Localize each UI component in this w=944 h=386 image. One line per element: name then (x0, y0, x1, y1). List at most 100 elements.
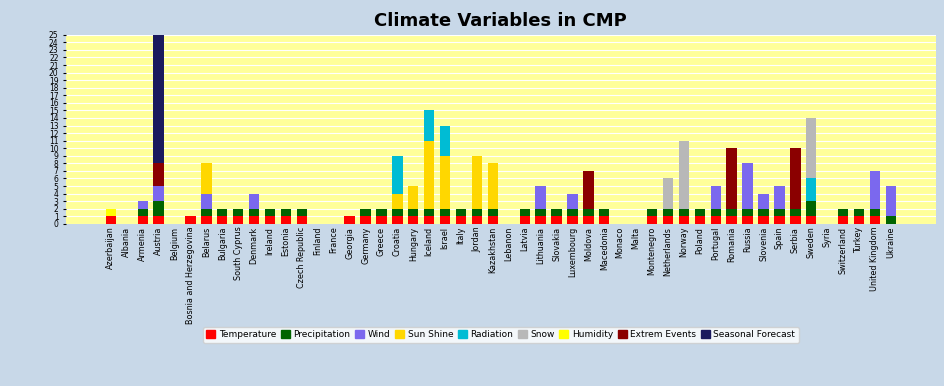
Bar (424, 209, 434, 216)
Bar (647, 209, 657, 216)
Bar (582, 216, 593, 224)
Bar (757, 209, 767, 216)
Legend: Temperature, Precipitation, Wind, Sun Shine, Radiation, Snow, Humidity, Extrem E: Temperature, Precipitation, Wind, Sun Sh… (203, 327, 798, 343)
Bar (742, 216, 752, 224)
Bar (440, 216, 450, 224)
Bar (678, 141, 688, 209)
Bar (106, 216, 116, 224)
Bar (408, 186, 418, 209)
Bar (678, 216, 688, 224)
Bar (376, 216, 386, 224)
Bar (598, 216, 609, 224)
Bar (566, 194, 577, 209)
Bar (885, 216, 895, 224)
Bar (360, 209, 370, 216)
Bar (376, 209, 386, 216)
Bar (535, 216, 546, 224)
Bar (726, 209, 736, 216)
Bar (773, 216, 784, 224)
Bar (408, 216, 418, 224)
Bar (408, 209, 418, 216)
Bar (153, 163, 163, 186)
Bar (153, 186, 163, 201)
Bar (550, 209, 561, 216)
Bar (440, 156, 450, 209)
Bar (153, 201, 163, 216)
Bar (248, 209, 259, 216)
Bar (789, 209, 800, 216)
Bar (201, 163, 211, 194)
Bar (550, 216, 561, 224)
Bar (519, 209, 530, 216)
Bar (153, 27, 163, 163)
Bar (471, 156, 481, 209)
Bar (868, 209, 879, 216)
Bar (789, 216, 800, 224)
Bar (424, 110, 434, 141)
Bar (566, 216, 577, 224)
Bar (138, 201, 147, 209)
Bar (153, 216, 163, 224)
Bar (742, 163, 752, 209)
Bar (392, 156, 402, 194)
Bar (185, 216, 195, 224)
Bar (535, 186, 546, 209)
Bar (805, 216, 816, 224)
Bar (138, 209, 147, 216)
Bar (868, 171, 879, 209)
Bar (201, 216, 211, 224)
Bar (455, 209, 465, 216)
Bar (455, 216, 465, 224)
Bar (138, 216, 147, 224)
Bar (296, 216, 307, 224)
Bar (248, 194, 259, 209)
Bar (757, 194, 767, 209)
Bar (264, 216, 275, 224)
Bar (519, 216, 530, 224)
Bar (789, 148, 800, 209)
Bar (805, 201, 816, 216)
Bar (773, 209, 784, 216)
Bar (757, 216, 767, 224)
Bar (440, 125, 450, 156)
Bar (424, 216, 434, 224)
Bar (201, 209, 211, 216)
Bar (647, 216, 657, 224)
Bar (773, 186, 784, 209)
Bar (710, 186, 720, 209)
Bar (726, 148, 736, 209)
Bar (837, 209, 848, 216)
Bar (248, 216, 259, 224)
Bar (471, 216, 481, 224)
Bar (710, 209, 720, 216)
Bar (280, 216, 291, 224)
Bar (678, 209, 688, 216)
Bar (582, 209, 593, 216)
Bar (582, 171, 593, 209)
Bar (106, 209, 116, 216)
Bar (344, 216, 354, 224)
Bar (535, 209, 546, 216)
Bar (424, 141, 434, 209)
Bar (233, 209, 244, 216)
Bar (742, 209, 752, 216)
Bar (662, 178, 672, 209)
Bar (471, 209, 481, 216)
Bar (566, 209, 577, 216)
Bar (710, 216, 720, 224)
Bar (487, 216, 497, 224)
Bar (296, 209, 307, 216)
Bar (885, 186, 895, 216)
Bar (233, 216, 244, 224)
Bar (837, 216, 848, 224)
Bar (392, 209, 402, 216)
Bar (487, 209, 497, 216)
Bar (868, 216, 879, 224)
Bar (662, 216, 672, 224)
Bar (487, 163, 497, 209)
Bar (805, 118, 816, 178)
Bar (280, 209, 291, 216)
Bar (217, 216, 228, 224)
Bar (264, 209, 275, 216)
Bar (694, 209, 704, 216)
